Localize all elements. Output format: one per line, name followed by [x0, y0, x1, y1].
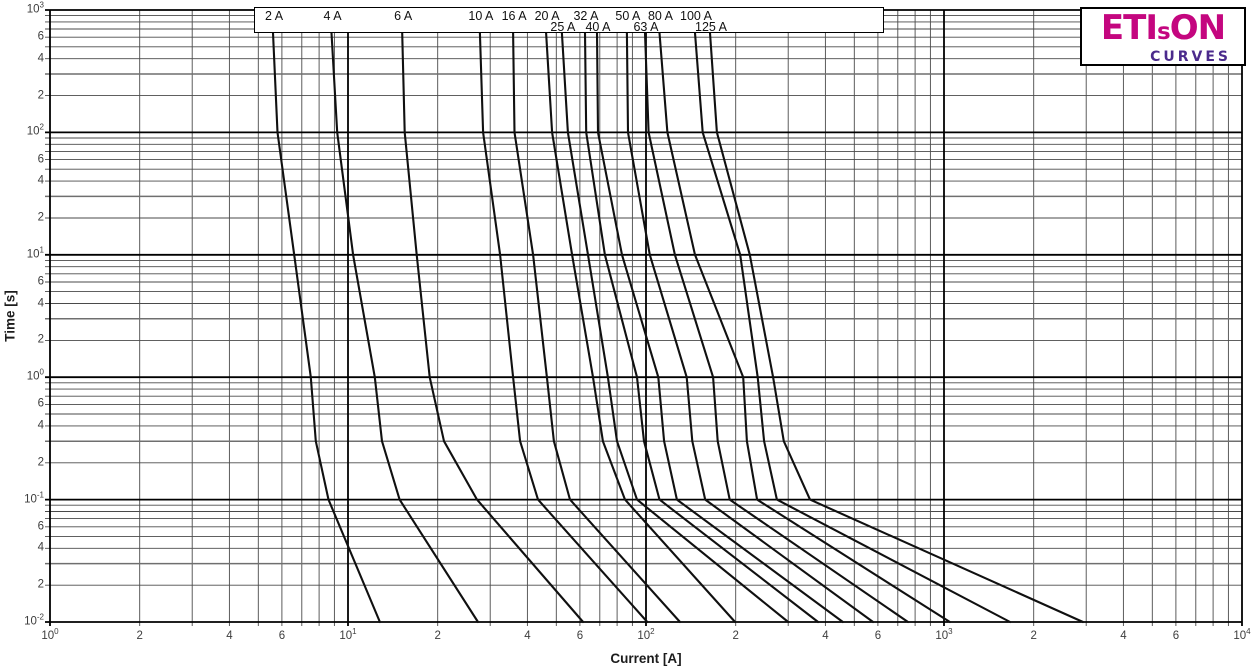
- curve-label-20a: 20 A: [534, 9, 560, 23]
- curve-label-32a: 32 A: [573, 9, 599, 23]
- x-tick-label: 100: [41, 627, 59, 642]
- x-tick-label: 4: [226, 630, 233, 642]
- curve-25a: [560, 31, 790, 624]
- y-tick-label: 4: [37, 419, 44, 432]
- logo-text-eti: ETI: [1100, 8, 1158, 48]
- x-tick-label: 2: [1030, 630, 1037, 642]
- y-tick-label: 6: [37, 30, 44, 43]
- curve-label-16a: 16 A: [501, 9, 527, 23]
- curve-50a: [625, 31, 875, 624]
- curve-label-50a: 50 A: [615, 9, 641, 23]
- curve-label-100a: 100 A: [680, 9, 712, 23]
- curve-label-10a: 10 A: [468, 9, 494, 23]
- x-tick-label: 104: [1233, 627, 1251, 642]
- y-tick-label: 2: [37, 211, 44, 224]
- y-tick-label: 10-2: [24, 612, 44, 628]
- x-tick-label: 4: [524, 630, 531, 642]
- x-tick-label: 2: [136, 630, 143, 642]
- x-tick-label: 102: [637, 627, 655, 642]
- logo-subtitle: CURVES: [1150, 49, 1231, 65]
- y-tick-label: 102: [26, 122, 44, 138]
- curve-label-band: 2 A 4 A 6 A 10 A 16 A 20 A 25 A 32 A 40 A 50 A 63 …: [254, 7, 884, 33]
- curve-4a: [330, 31, 480, 624]
- curve-label-80a: 80 A: [647, 9, 674, 23]
- y-tick-label: 103: [26, 0, 44, 16]
- y-tick-label: 2: [37, 88, 44, 101]
- curve-label-6a: 6 A: [394, 9, 413, 23]
- y-tick-label: 10-1: [24, 490, 44, 505]
- y-tick-label: 6: [37, 520, 44, 533]
- y-tick-label: 2: [37, 456, 44, 469]
- x-tick-label: 4: [1120, 630, 1127, 642]
- y-tick-label: 2: [37, 578, 44, 591]
- y-tick-label: 101: [26, 245, 44, 261]
- logo-text-s: s: [1157, 19, 1171, 45]
- y-tick-label: 4: [37, 51, 44, 64]
- x-tick-label: 2: [434, 630, 441, 642]
- logo-text-on: ON: [1169, 8, 1226, 48]
- curve-32a: [583, 31, 820, 624]
- curve-63a: [643, 31, 910, 624]
- x-tick-label: 6: [576, 630, 584, 642]
- y-tick-label: 4: [37, 541, 44, 554]
- etison-logo: ETIsON CURVES: [1080, 7, 1246, 66]
- y-tick-label: 6: [37, 152, 44, 165]
- curve-label-2a: 2 A: [264, 9, 284, 23]
- curve-125a: [708, 31, 1085, 624]
- curve-16a: [512, 31, 682, 624]
- y-tick-label: 4: [37, 174, 44, 187]
- x-tick-label: 6: [874, 630, 882, 642]
- curve-label-125a: 125 A: [695, 20, 727, 34]
- curve-6a: [401, 31, 585, 624]
- y-tick-label: 100: [26, 367, 44, 383]
- curve-10a: [478, 31, 649, 624]
- curve-label-25a: 25 A: [550, 20, 576, 34]
- x-tick-label: 6: [1172, 630, 1180, 642]
- logo-brand-text: ETIsON: [1082, 10, 1244, 50]
- x-tick-label: 101: [339, 627, 357, 642]
- y-tick-label: 6: [37, 397, 44, 410]
- y-tick-label: 4: [37, 296, 44, 309]
- x-tick-label: 2: [732, 630, 739, 642]
- curve-2a: [271, 31, 381, 624]
- curve-label-40a: 40 A: [585, 20, 611, 34]
- y-axis-title: Time [s]: [2, 290, 18, 342]
- curve-label-4a: 4 A: [323, 9, 342, 23]
- curve-20a: [545, 31, 737, 624]
- y-tick-label: 2: [37, 333, 44, 346]
- x-axis-title: Current [A]: [610, 651, 682, 666]
- x-tick-label: 6: [278, 630, 286, 642]
- curve-label-63a: 63 A: [633, 20, 659, 34]
- y-tick-label: 6: [37, 275, 44, 288]
- x-tick-label: 4: [822, 630, 829, 642]
- curve-40a: [595, 31, 844, 624]
- curve-80a: [658, 31, 951, 624]
- x-tick-label: 103: [935, 627, 953, 642]
- curve-100a: [693, 31, 1012, 624]
